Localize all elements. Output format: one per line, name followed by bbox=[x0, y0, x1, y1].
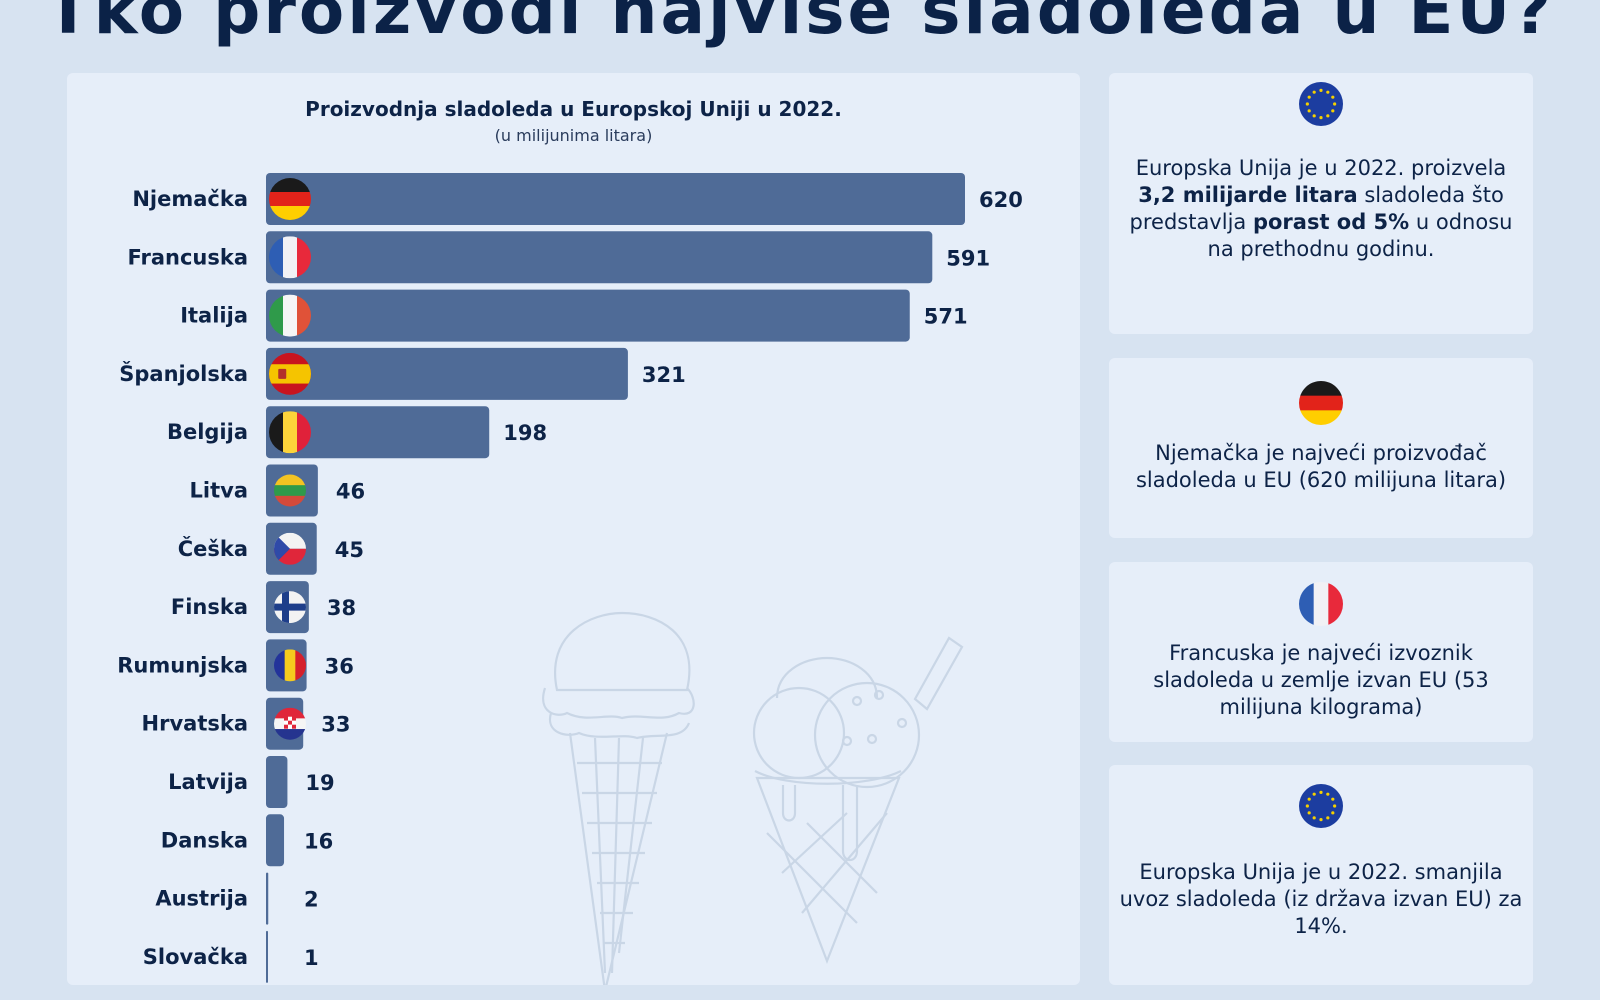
germany-flag-icon bbox=[1299, 381, 1343, 425]
value-label: 321 bbox=[642, 363, 686, 387]
page-title: Tko proizvodi najviše sladoleda u EU? bbox=[45, 0, 1555, 49]
bar bbox=[266, 872, 269, 925]
value-label: 46 bbox=[336, 480, 365, 504]
bar bbox=[266, 289, 910, 342]
value-label: 36 bbox=[325, 654, 354, 678]
value-label: 620 bbox=[979, 188, 1023, 212]
fact-card-france: Francuska je najveći izvoznik sladoleda … bbox=[1109, 562, 1533, 742]
bar bbox=[266, 756, 288, 808]
france-flag-icon bbox=[1299, 582, 1343, 626]
card-text-segment: Njemačka je najveći proizvođač sladoleda… bbox=[1135, 441, 1507, 492]
flag-icon bbox=[269, 411, 311, 454]
bar-chart: Njemačka 620 Francuska 591 Italija 571 Španjol… bbox=[117, 173, 1023, 983]
flag-icon bbox=[269, 236, 311, 279]
bar bbox=[266, 347, 628, 400]
flag-icon bbox=[274, 707, 306, 740]
value-label: 45 bbox=[335, 538, 364, 562]
ice-cream-illustration bbox=[542, 611, 964, 985]
value-label: 33 bbox=[321, 713, 350, 737]
category-label: Njemačka bbox=[132, 187, 248, 211]
chart-title: Proizvodnja sladoleda u Europskoj Uniji … bbox=[305, 97, 842, 121]
ice-cream-cone-icon bbox=[542, 611, 695, 985]
card-text-segment: sladoleda što predstavlja bbox=[1129, 183, 1504, 234]
card-text-highlight: 3,2 milijarde litara bbox=[1138, 183, 1358, 207]
category-label: Italija bbox=[180, 304, 248, 328]
chart-subtitle: (u milijunima litara) bbox=[494, 126, 653, 145]
flag-icon bbox=[274, 591, 306, 624]
eu-flag-icon bbox=[1299, 784, 1343, 828]
card-text: Francuska je najveći izvoznik sladoleda … bbox=[1119, 640, 1523, 721]
card-text-segment: Francuska je najveći izvoznik sladoleda … bbox=[1153, 641, 1489, 719]
bar bbox=[266, 406, 490, 459]
fact-card-eu-production: Europska Unija je u 2022. proizvela 3,2 … bbox=[1109, 73, 1533, 334]
fact-card-eu-imports: Europska Unija je u 2022. smanjila uvoz … bbox=[1109, 765, 1533, 985]
category-label: Belgija bbox=[167, 420, 248, 444]
bar bbox=[266, 173, 965, 225]
category-label: Rumunjska bbox=[117, 653, 248, 677]
bar bbox=[266, 930, 268, 983]
value-label: 19 bbox=[305, 771, 334, 795]
flag-icon bbox=[274, 649, 306, 682]
card-text: Europska Unija je u 2022. smanjila uvoz … bbox=[1119, 859, 1523, 940]
card-text: Njemačka je najveći proizvođač sladoleda… bbox=[1119, 440, 1523, 494]
value-label: 591 bbox=[946, 246, 990, 270]
fact-card-germany: Njemačka je najveći proizvođač sladoleda… bbox=[1109, 358, 1533, 538]
card-text-segment: Europska Unija je u 2022. smanjila uvoz … bbox=[1119, 860, 1523, 938]
category-label: Slovačka bbox=[143, 945, 248, 969]
category-label: Litva bbox=[190, 479, 248, 503]
value-label: 38 bbox=[327, 596, 356, 620]
chart-panel: Proizvodnja sladoleda u Europskoj Uniji … bbox=[67, 73, 1080, 985]
category-label: Latvija bbox=[168, 770, 248, 794]
card-text-highlight: porast od 5% bbox=[1252, 210, 1410, 234]
flag-icon bbox=[269, 178, 311, 220]
value-label: 198 bbox=[503, 421, 547, 445]
category-label: Austrija bbox=[155, 887, 248, 911]
value-label: 16 bbox=[304, 829, 333, 853]
value-label: 1 bbox=[304, 946, 319, 970]
ice-cream-sundae-icon bbox=[752, 636, 964, 965]
category-label: Francuska bbox=[127, 245, 248, 269]
category-label: Hrvatska bbox=[142, 712, 248, 736]
card-text: Europska Unija je u 2022. proizvela 3,2 … bbox=[1119, 155, 1523, 263]
category-label: Danska bbox=[161, 828, 248, 852]
value-label: 2 bbox=[304, 888, 319, 912]
flag-icon bbox=[274, 532, 306, 565]
category-label: Španjolska bbox=[119, 361, 248, 386]
flag-icon bbox=[274, 474, 306, 507]
card-text-segment: Europska Unija je u 2022. proizvela bbox=[1135, 156, 1507, 180]
bar bbox=[266, 814, 285, 867]
category-label: Češka bbox=[178, 536, 248, 561]
eu-flag-icon bbox=[1299, 82, 1343, 126]
category-label: Finska bbox=[171, 595, 248, 619]
flag-icon bbox=[269, 294, 311, 337]
bar bbox=[266, 231, 933, 284]
card-text-segment: u odnosu na prethodnu godinu. bbox=[1207, 210, 1513, 261]
value-label: 571 bbox=[924, 305, 968, 329]
flag-icon bbox=[269, 352, 311, 395]
